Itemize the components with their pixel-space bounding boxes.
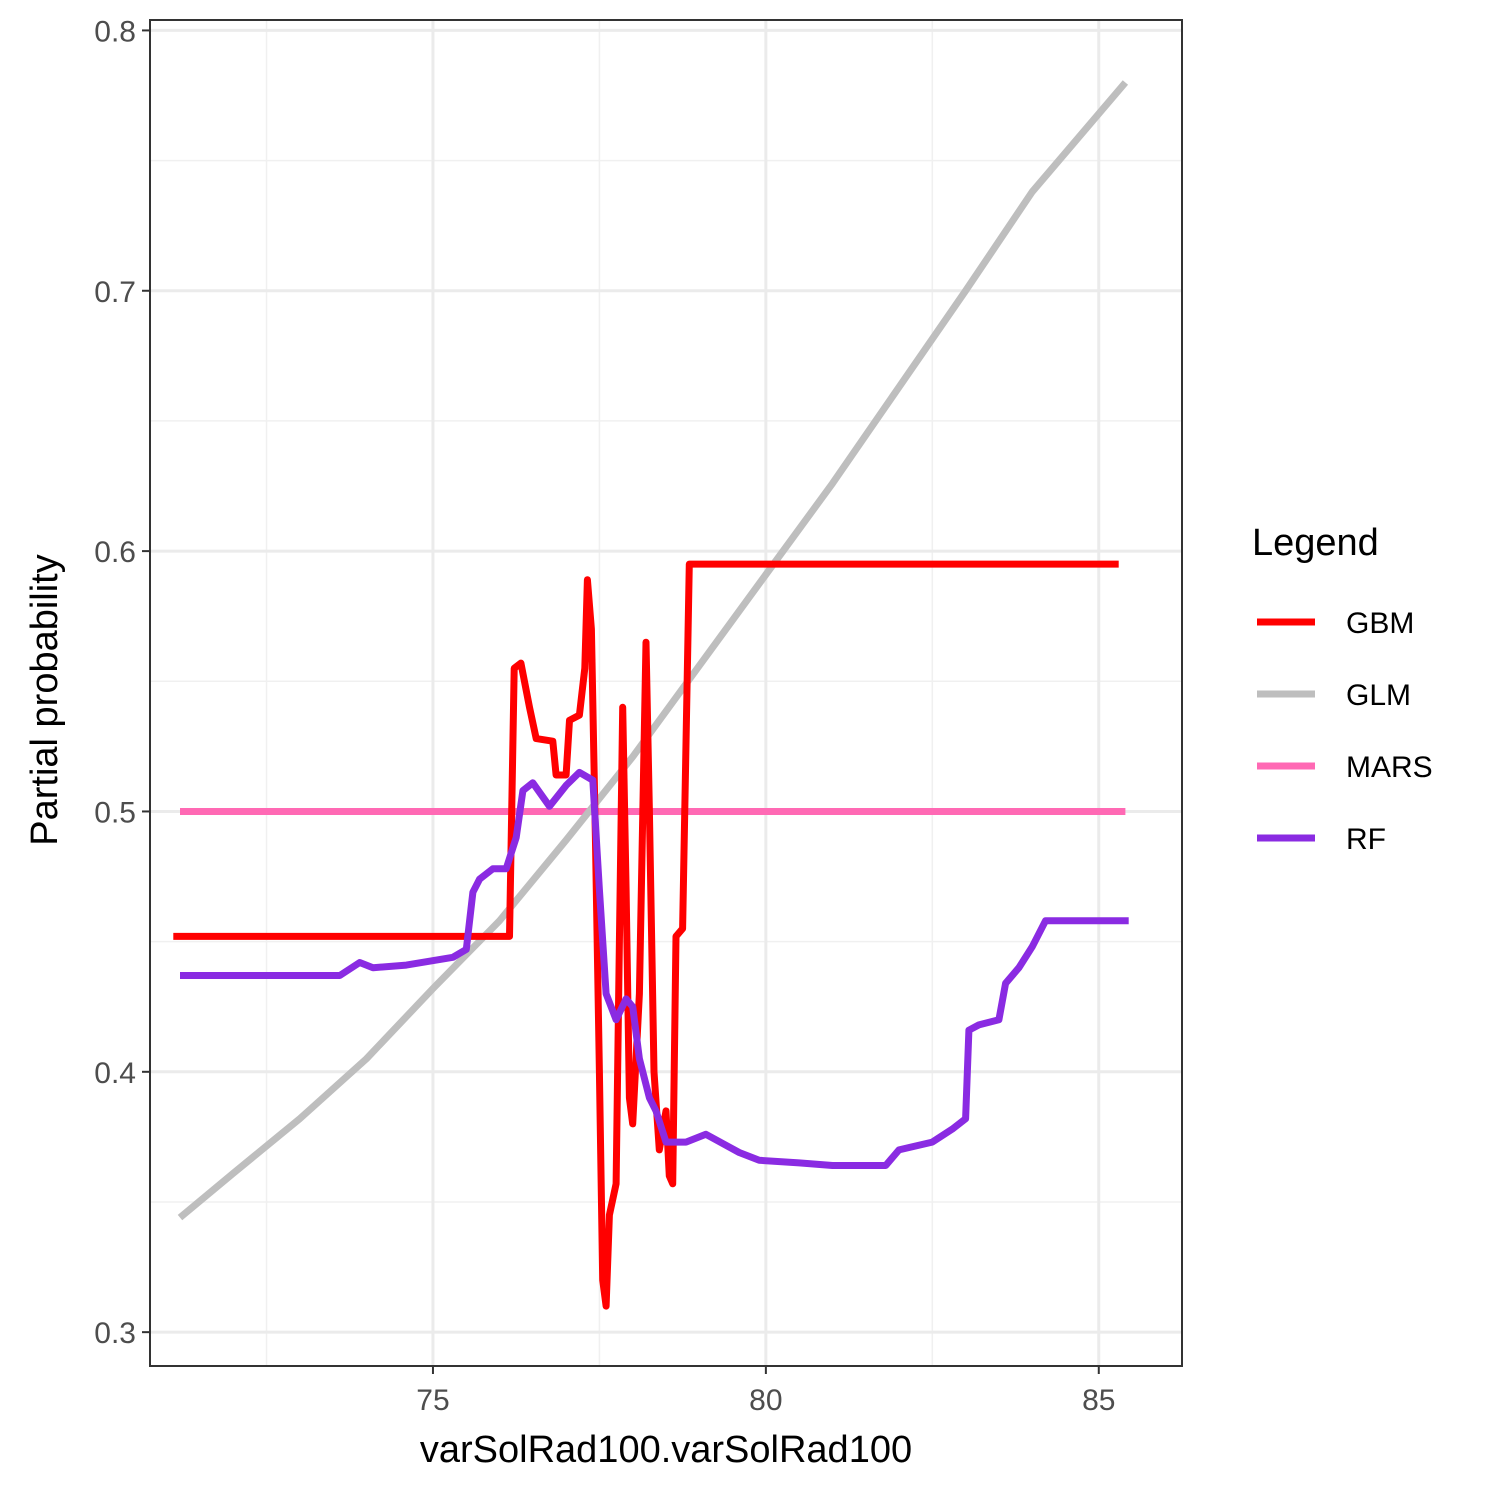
- y-tick-label: 0.7: [94, 276, 136, 309]
- plot-panel-border: [149, 19, 1183, 1367]
- y-tick-label: 0.8: [94, 15, 136, 48]
- x-tick-label: 80: [749, 1384, 782, 1417]
- grid-minor: [150, 20, 1182, 1366]
- y-tick-label: 0.5: [94, 796, 136, 829]
- series-layer: [173, 80, 1129, 1310]
- x-tick-label: 75: [416, 1384, 449, 1417]
- legend-label-gbm: GBM: [1346, 607, 1414, 640]
- y-tick-label: 0.6: [94, 536, 136, 569]
- legend: Legend GBM GLM MARS RF: [1252, 522, 1433, 856]
- y-tick-label: 0.3: [94, 1317, 136, 1350]
- legend-title: Legend: [1252, 522, 1379, 564]
- x-tick-label: 85: [1082, 1384, 1115, 1417]
- legend-label-glm: GLM: [1346, 679, 1411, 712]
- x-axis: 75 80 85: [416, 1366, 1115, 1417]
- series-line-rf: [180, 768, 1129, 1169]
- y-axis-title: Partial probability: [24, 554, 66, 845]
- x-axis-title: varSolRad100.varSolRad100: [420, 1429, 912, 1471]
- series-line-glm: [177, 80, 1129, 1221]
- legend-label-rf: RF: [1346, 823, 1386, 856]
- series-line-gbm: [173, 560, 1119, 1310]
- y-axis: 0.3 0.4 0.5 0.6 0.7 0.8: [94, 15, 150, 1350]
- legend-label-mars: MARS: [1346, 751, 1433, 784]
- y-tick-label: 0.4: [94, 1057, 136, 1090]
